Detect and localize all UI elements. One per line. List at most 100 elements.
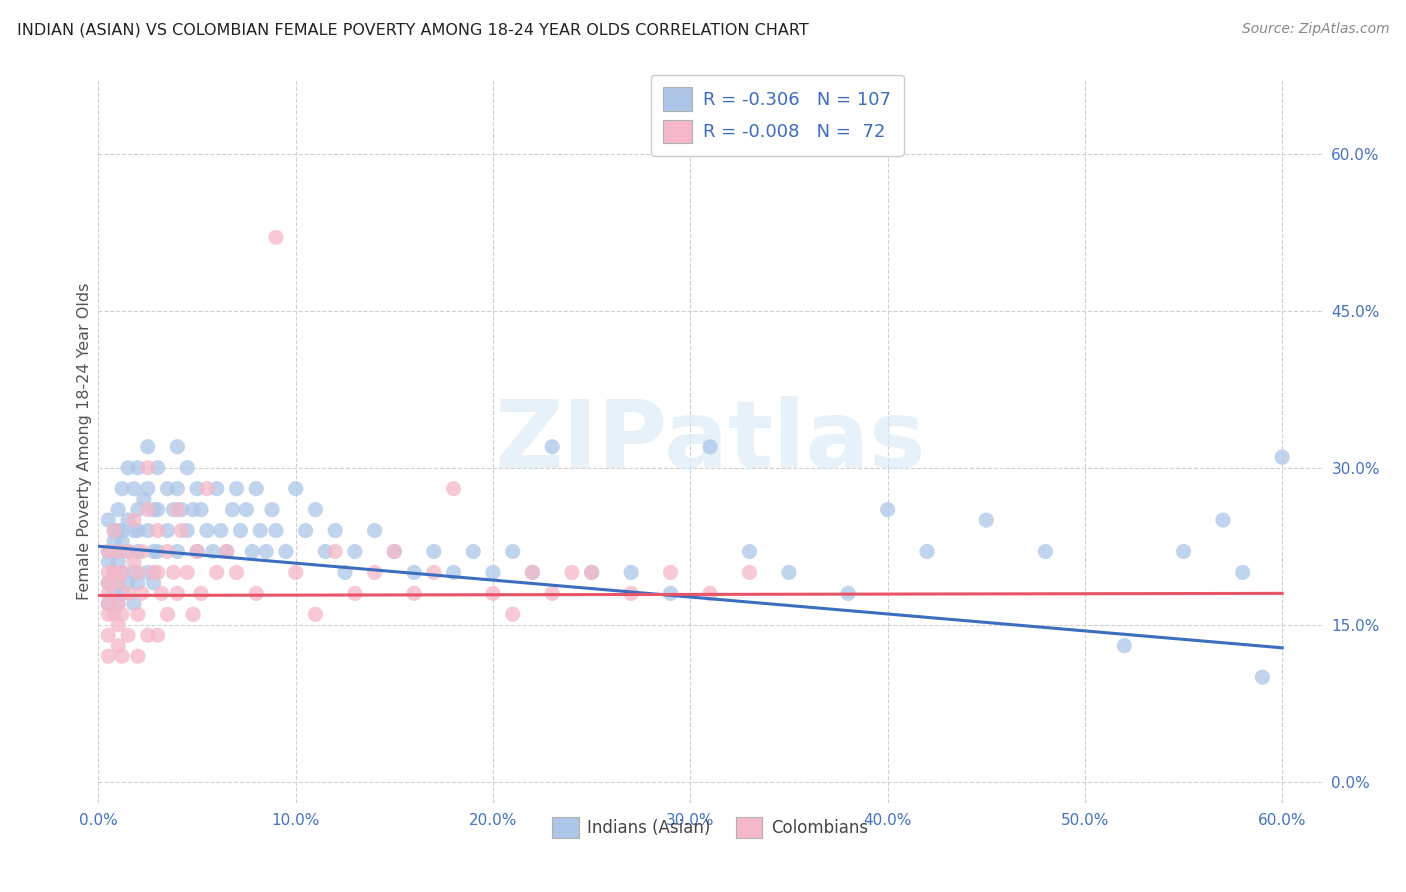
Point: [260, 502, 283, 516]
Point: [131, 544, 153, 558]
Point: [541, 586, 564, 600]
Point: [195, 524, 218, 538]
Point: [127, 524, 149, 538]
Point: [181, 607, 204, 622]
Point: [620, 566, 643, 580]
Point: [146, 628, 169, 642]
Point: [111, 534, 134, 549]
Point: [97, 544, 120, 558]
Point: [382, 544, 405, 558]
Point: [111, 566, 134, 580]
Point: [97, 649, 120, 664]
Point: [1035, 544, 1057, 558]
Point: [136, 524, 159, 538]
Point: [146, 566, 169, 580]
Point: [156, 524, 179, 538]
Point: [117, 586, 139, 600]
Point: [314, 544, 336, 558]
Point: [176, 566, 198, 580]
Point: [97, 607, 120, 622]
Point: [103, 524, 125, 538]
Point: [778, 566, 800, 580]
Point: [146, 524, 169, 538]
Point: [482, 566, 505, 580]
Point: [343, 586, 366, 600]
Point: [225, 566, 247, 580]
Point: [443, 482, 465, 496]
Point: [915, 544, 938, 558]
Point: [201, 544, 224, 558]
Point: [541, 440, 564, 454]
Point: [181, 502, 204, 516]
Point: [156, 544, 179, 558]
Point: [522, 566, 544, 580]
Point: [423, 566, 446, 580]
Text: INDIAN (ASIAN) VS COLOMBIAN FEMALE POVERTY AMONG 18-24 YEAR OLDS CORRELATION CHA: INDIAN (ASIAN) VS COLOMBIAN FEMALE POVER…: [17, 22, 808, 37]
Point: [264, 230, 287, 244]
Point: [142, 575, 165, 590]
Point: [103, 566, 125, 580]
Point: [97, 597, 120, 611]
Point: [225, 482, 247, 496]
Point: [502, 607, 524, 622]
Point: [117, 544, 139, 558]
Point: [209, 524, 232, 538]
Point: [97, 575, 120, 590]
Point: [245, 482, 267, 496]
Point: [333, 566, 356, 580]
Point: [343, 544, 366, 558]
Point: [146, 460, 169, 475]
Point: [166, 586, 188, 600]
Point: [111, 566, 134, 580]
Point: [363, 524, 385, 538]
Point: [117, 513, 139, 527]
Point: [463, 544, 485, 558]
Point: [111, 482, 134, 496]
Point: [127, 575, 149, 590]
Point: [122, 513, 145, 527]
Point: [127, 544, 149, 558]
Point: [363, 566, 385, 580]
Point: [131, 586, 153, 600]
Point: [111, 586, 134, 600]
Text: Source: ZipAtlas.com: Source: ZipAtlas.com: [1241, 22, 1389, 37]
Point: [97, 597, 120, 611]
Point: [107, 639, 129, 653]
Point: [195, 482, 218, 496]
Point: [127, 607, 149, 622]
Point: [620, 586, 643, 600]
Point: [107, 502, 129, 516]
Point: [235, 502, 257, 516]
Point: [404, 586, 426, 600]
Point: [170, 524, 193, 538]
Point: [1232, 566, 1254, 580]
Point: [404, 566, 426, 580]
Point: [166, 544, 188, 558]
Point: [111, 524, 134, 538]
Point: [142, 502, 165, 516]
Point: [107, 555, 129, 569]
Point: [103, 607, 125, 622]
Point: [581, 566, 603, 580]
Point: [215, 544, 238, 558]
Point: [136, 566, 159, 580]
Point: [215, 544, 238, 558]
Point: [127, 566, 149, 580]
Point: [240, 544, 263, 558]
Point: [146, 502, 169, 516]
Point: [1173, 544, 1195, 558]
Point: [245, 586, 267, 600]
Point: [284, 566, 307, 580]
Point: [186, 544, 208, 558]
Point: [103, 586, 125, 600]
Point: [166, 502, 188, 516]
Point: [284, 482, 307, 496]
Point: [107, 575, 129, 590]
Point: [294, 524, 316, 538]
Legend: Indians (Asian), Colombians: Indians (Asian), Colombians: [546, 810, 875, 845]
Point: [659, 586, 682, 600]
Point: [117, 460, 139, 475]
Point: [136, 440, 159, 454]
Point: [136, 460, 159, 475]
Point: [117, 544, 139, 558]
